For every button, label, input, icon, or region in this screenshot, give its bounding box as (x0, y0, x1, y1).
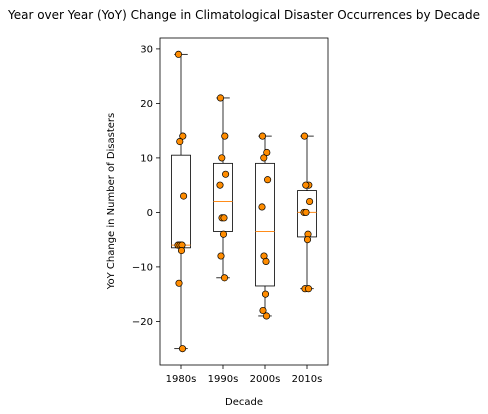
y-tick-label: 10 (140, 153, 153, 164)
data-point (217, 252, 225, 260)
x-tick-label: 2010s (292, 374, 323, 385)
data-point (302, 208, 310, 216)
data-point (221, 132, 229, 140)
y-tick-label: −10 (132, 262, 153, 273)
data-point (261, 290, 270, 298)
y-axis-label: YoY Change in Number of Disasters (106, 113, 117, 291)
data-point (263, 148, 271, 157)
data-point (177, 247, 186, 255)
data-point (179, 132, 187, 140)
x-tick-label: 1980s (166, 374, 197, 385)
data-point (218, 154, 226, 162)
data-point (304, 285, 313, 293)
box (255, 162, 275, 287)
y-tick-label: 0 (147, 208, 153, 219)
data-point (178, 345, 187, 353)
plot-area (159, 37, 329, 366)
data-point (306, 197, 314, 206)
data-point (220, 274, 229, 282)
data-point (174, 50, 183, 58)
data-point (264, 176, 272, 184)
data-point (175, 279, 183, 287)
data-point (222, 170, 230, 178)
data-point (262, 257, 270, 266)
data-point (216, 94, 225, 102)
data-point (302, 181, 310, 189)
data-point (216, 181, 224, 189)
data-point (176, 138, 184, 146)
data-point (303, 236, 312, 244)
x-axis-label: Decade (225, 397, 263, 408)
data-point (258, 132, 267, 140)
y-tick-label: 30 (140, 44, 153, 55)
y-tick-label: 20 (140, 99, 153, 110)
data-point (260, 154, 268, 162)
data-point (300, 132, 309, 140)
data-point (219, 230, 228, 238)
data-point (220, 214, 228, 222)
x-tick-label: 1990s (208, 374, 239, 385)
data-point (180, 192, 188, 200)
data-point (262, 312, 271, 320)
data-point (258, 203, 266, 211)
y-tick-label: −20 (132, 317, 153, 328)
data-point (259, 306, 267, 315)
x-tick-label: 2000s (250, 374, 281, 385)
chart-title: Year over Year (YoY) Change in Climatolo… (7, 8, 480, 22)
box (171, 154, 191, 249)
